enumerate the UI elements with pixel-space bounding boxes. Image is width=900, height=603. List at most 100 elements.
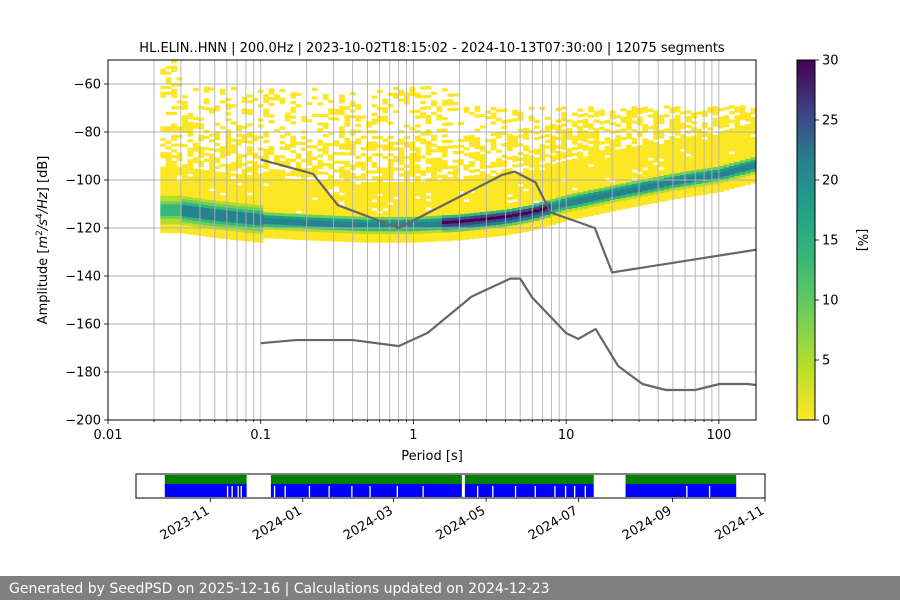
density-cell [523, 202, 529, 207]
density-cell [577, 215, 584, 219]
density-cell [290, 181, 297, 185]
density-cell [653, 196, 659, 201]
density-cell [371, 222, 378, 226]
density-cell [414, 155, 421, 160]
density-cell [393, 204, 399, 209]
density-cell [669, 156, 676, 160]
density-cell [512, 227, 519, 231]
density-cell [420, 224, 427, 228]
density-cell [274, 212, 280, 216]
plot-frame [107, 59, 757, 421]
density-cell [225, 215, 232, 220]
density-cell [284, 221, 291, 225]
density-cell [284, 115, 291, 119]
density-cell [544, 165, 551, 169]
density-cell [209, 133, 215, 137]
density-cell [322, 206, 329, 210]
density-cell [387, 158, 394, 163]
coverage-bar-bottom [464, 484, 594, 497]
density-cell [371, 118, 378, 122]
density-cell [555, 130, 562, 135]
density-cell [306, 145, 313, 149]
density-cell [241, 211, 248, 216]
density-cell [339, 100, 345, 104]
density-cell [420, 181, 427, 185]
density-cell [219, 172, 226, 176]
density-cell [441, 209, 448, 213]
density-cell [750, 160, 756, 164]
density-cell [230, 236, 237, 240]
density-cell [707, 132, 714, 137]
density-cell [279, 140, 286, 145]
density-cell [550, 138, 557, 142]
density-cell [582, 176, 589, 180]
density-cell [360, 135, 367, 139]
density-cell [339, 108, 345, 113]
density-cell [274, 97, 280, 101]
density-cell [701, 145, 708, 149]
density-cell [420, 86, 427, 90]
density-cell [414, 181, 421, 185]
density-cell [214, 177, 221, 181]
density-cell [436, 163, 443, 167]
density-cell [680, 140, 686, 144]
density-cell [458, 225, 464, 229]
density-cell [317, 154, 324, 158]
density-cell [246, 160, 253, 164]
density-cell [409, 193, 416, 197]
density-cell [718, 174, 724, 178]
density-cell [431, 180, 437, 185]
density-cell [263, 217, 270, 221]
density-cell [246, 200, 253, 205]
density-cell [322, 234, 329, 239]
density-cell [317, 113, 324, 118]
density-cell [609, 199, 616, 203]
density-cell [598, 141, 605, 145]
density-cell [642, 184, 649, 188]
density-cell [555, 185, 562, 189]
coverage-bar-top [270, 475, 462, 484]
density-cell [355, 236, 362, 240]
x-axis-ticks: 0.01 0.1 1 10 100 [94, 420, 731, 443]
density-cell [333, 117, 340, 121]
density-cell [674, 155, 681, 159]
density-cell [366, 207, 372, 212]
density-cell [344, 169, 351, 173]
density-cell [728, 136, 735, 141]
density-cell [571, 172, 578, 177]
density-cell [295, 207, 302, 212]
density-cell [723, 141, 730, 145]
density-cell [436, 215, 443, 219]
density-cell [387, 161, 394, 166]
density-cell [420, 227, 427, 231]
density-cell [252, 164, 259, 168]
density-cell [219, 183, 226, 187]
density-cell [339, 206, 345, 211]
density-cell [555, 217, 562, 221]
density-cell [236, 214, 242, 218]
density-cell [680, 157, 686, 161]
density-cell [171, 160, 177, 165]
density-cell [311, 205, 318, 210]
density-cell [501, 192, 508, 196]
density-cell [382, 225, 389, 229]
density-cell [609, 202, 616, 206]
density-cell [490, 144, 497, 148]
density-cell [479, 228, 486, 233]
density-cell [712, 155, 719, 159]
density-cell [712, 169, 719, 173]
density-cell [306, 150, 313, 155]
density-cell [328, 217, 334, 222]
density-cell [658, 161, 665, 165]
density-cell [680, 194, 686, 199]
density-cell [360, 147, 367, 151]
density-cell [176, 189, 183, 193]
density-cell [246, 100, 253, 104]
density-cell [306, 101, 313, 106]
density-cell [571, 121, 578, 125]
density-cell [691, 164, 697, 168]
density-cell [414, 158, 421, 162]
density-cell [598, 158, 605, 162]
density-cell [593, 211, 600, 215]
density-cell [295, 184, 302, 189]
